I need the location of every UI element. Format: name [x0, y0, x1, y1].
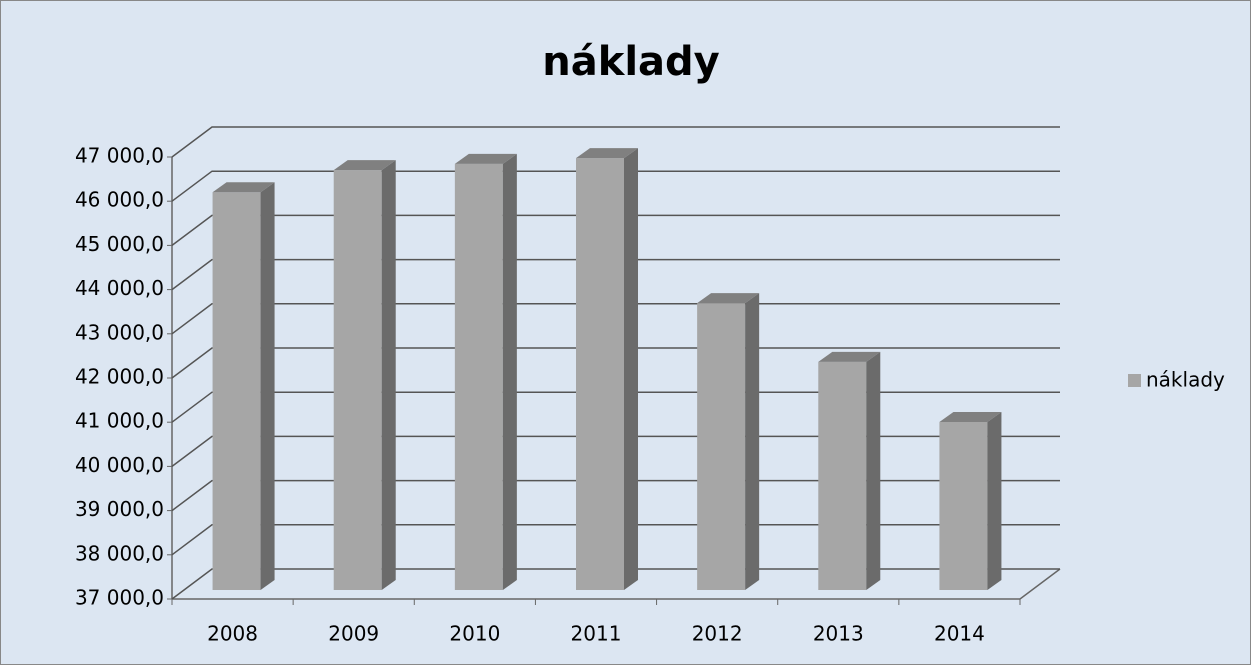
- bar: [818, 351, 881, 590]
- y-tick-label: 40 000,0: [75, 453, 164, 477]
- grid-line: [171, 347, 1060, 379]
- bar-top: [333, 160, 396, 171]
- bar-front: [939, 422, 988, 590]
- bar: [576, 148, 638, 590]
- y-tick-label: 46 000,0: [75, 188, 164, 212]
- bar-top: [454, 153, 517, 164]
- bar-front: [818, 361, 867, 590]
- bar-front: [697, 303, 746, 590]
- y-tick-label: 44 000,0: [75, 276, 164, 300]
- bar-side: [745, 293, 760, 590]
- x-tick-label: 2008: [207, 622, 258, 646]
- bar-side: [502, 153, 517, 591]
- bar-front: [454, 163, 503, 591]
- y-tick-label: 37 000,0: [75, 586, 164, 610]
- y-tick-label: 42 000,0: [75, 365, 164, 389]
- x-tick-label: 2013: [813, 622, 864, 646]
- bar-front: [212, 192, 261, 590]
- x-tick-label: 2011: [571, 622, 622, 646]
- legend-swatch: [1128, 374, 1141, 387]
- grid-line: [171, 258, 1060, 291]
- bar-side: [381, 160, 396, 590]
- x-tick-label: 2009: [328, 622, 379, 646]
- bar-front: [576, 158, 624, 590]
- bar: [454, 153, 517, 591]
- grid-line: [171, 479, 1060, 512]
- grid-line: [171, 435, 1060, 467]
- bar-top: [818, 351, 881, 362]
- x-tick-label: 2012: [692, 622, 743, 646]
- bar-side: [866, 351, 881, 590]
- grid-line: [171, 391, 1060, 423]
- bar-side: [260, 182, 275, 590]
- grid-line: [171, 524, 1060, 556]
- bar: [697, 293, 760, 590]
- x-tick-label: 2014: [934, 622, 985, 646]
- bar-top: [576, 148, 638, 159]
- grid-line: [171, 568, 1060, 600]
- bar-side: [987, 412, 1002, 590]
- bar-front: [333, 170, 382, 590]
- chart-title: náklady: [542, 39, 719, 85]
- y-tick-label: 43 000,0: [75, 320, 164, 344]
- y-tick-label: 38 000,0: [75, 541, 164, 565]
- y-tick-label: 39 000,0: [75, 497, 164, 521]
- bar: [212, 182, 275, 590]
- x-tick-label: 2010: [449, 622, 500, 646]
- y-tick-label: 45 000,0: [75, 232, 164, 256]
- bar-top: [212, 182, 275, 193]
- y-tick-label: 41 000,0: [75, 409, 164, 433]
- grid-line: [171, 126, 1060, 158]
- bar-top: [939, 412, 1002, 423]
- bar: [939, 412, 1002, 590]
- grid-line: [171, 303, 1060, 335]
- grid-line: [171, 214, 1060, 246]
- grid-line: [171, 170, 1060, 202]
- bar-top: [697, 293, 760, 304]
- bar: [333, 160, 396, 590]
- y-tick-label: 47 000,0: [75, 144, 164, 168]
- bar-side: [624, 148, 638, 590]
- legend-label: náklady: [1146, 368, 1225, 392]
